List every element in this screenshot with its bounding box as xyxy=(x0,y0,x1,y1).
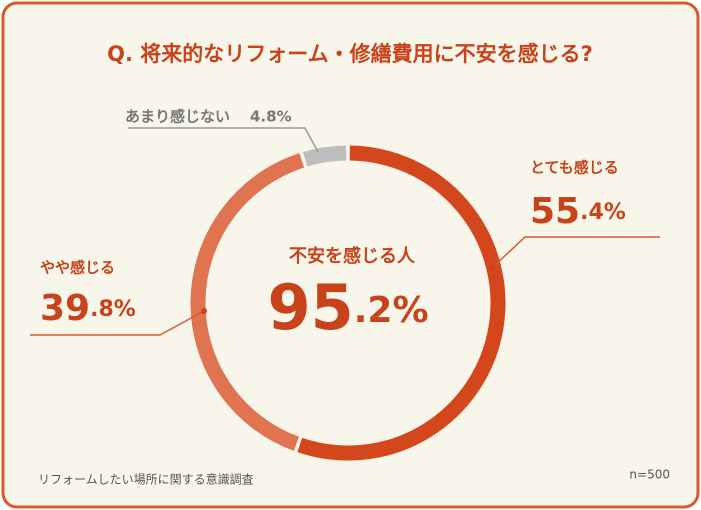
source-note: リフォームしたい場所に関する意識調査 xyxy=(38,472,254,487)
donut-segment xyxy=(303,145,347,167)
leader-dot xyxy=(490,264,496,270)
donut-segment xyxy=(297,145,506,461)
center-value: 95.2% xyxy=(267,271,428,344)
category-label: あまり感じない xyxy=(125,108,230,126)
category-label: やや感じる xyxy=(40,259,115,277)
sample-size: n=500 xyxy=(629,468,670,482)
donut-segment xyxy=(190,153,305,451)
leader-line xyxy=(128,127,319,153)
leader-line xyxy=(30,310,205,336)
center-label: 不安を感じる人 xyxy=(289,245,416,267)
chart-title: Q. 将来的なリフォーム・修繕費用に不安を感じる? xyxy=(107,42,593,66)
leader-dot xyxy=(201,308,207,314)
value-label: 4.8% xyxy=(250,108,292,126)
category-label: とても感じる xyxy=(530,159,619,177)
value-label: 55.4% xyxy=(530,191,626,232)
leader-line xyxy=(492,236,660,268)
value-label: 39.8% xyxy=(40,288,136,329)
